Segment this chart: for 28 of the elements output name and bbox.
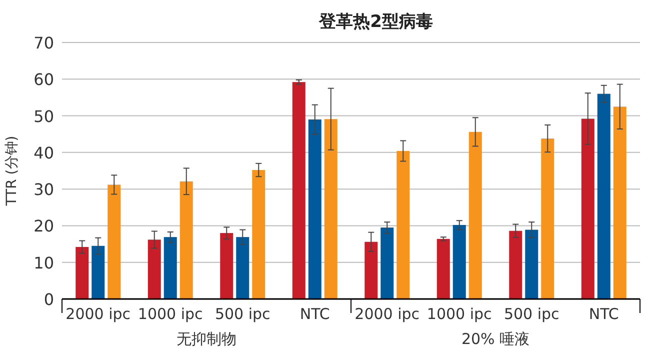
annotation: 20% 唾液 bbox=[461, 330, 530, 348]
title: 登革热2型病毒 bbox=[319, 12, 433, 32]
bar bbox=[292, 82, 306, 299]
annotation: 无抑制物 bbox=[176, 330, 236, 348]
bar bbox=[308, 119, 322, 299]
bar bbox=[164, 237, 177, 299]
bar bbox=[92, 246, 105, 299]
bar bbox=[180, 181, 193, 299]
bar bbox=[148, 240, 161, 299]
bar bbox=[364, 242, 378, 299]
bar bbox=[597, 94, 610, 299]
bar bbox=[468, 132, 482, 299]
bar bbox=[108, 184, 121, 299]
bar bbox=[613, 106, 626, 299]
bar bbox=[236, 237, 250, 299]
bar bbox=[452, 224, 466, 299]
bar bbox=[76, 246, 89, 299]
bar bbox=[525, 230, 538, 299]
bar bbox=[541, 138, 554, 299]
bar bbox=[252, 170, 266, 299]
bar bbox=[509, 230, 522, 299]
bar bbox=[324, 119, 338, 299]
bar bbox=[581, 118, 594, 299]
bar bbox=[380, 228, 394, 299]
bar bbox=[220, 233, 234, 299]
ylabel: TTR (分钟) bbox=[4, 136, 20, 206]
bar bbox=[436, 238, 450, 299]
bar bbox=[396, 150, 410, 299]
